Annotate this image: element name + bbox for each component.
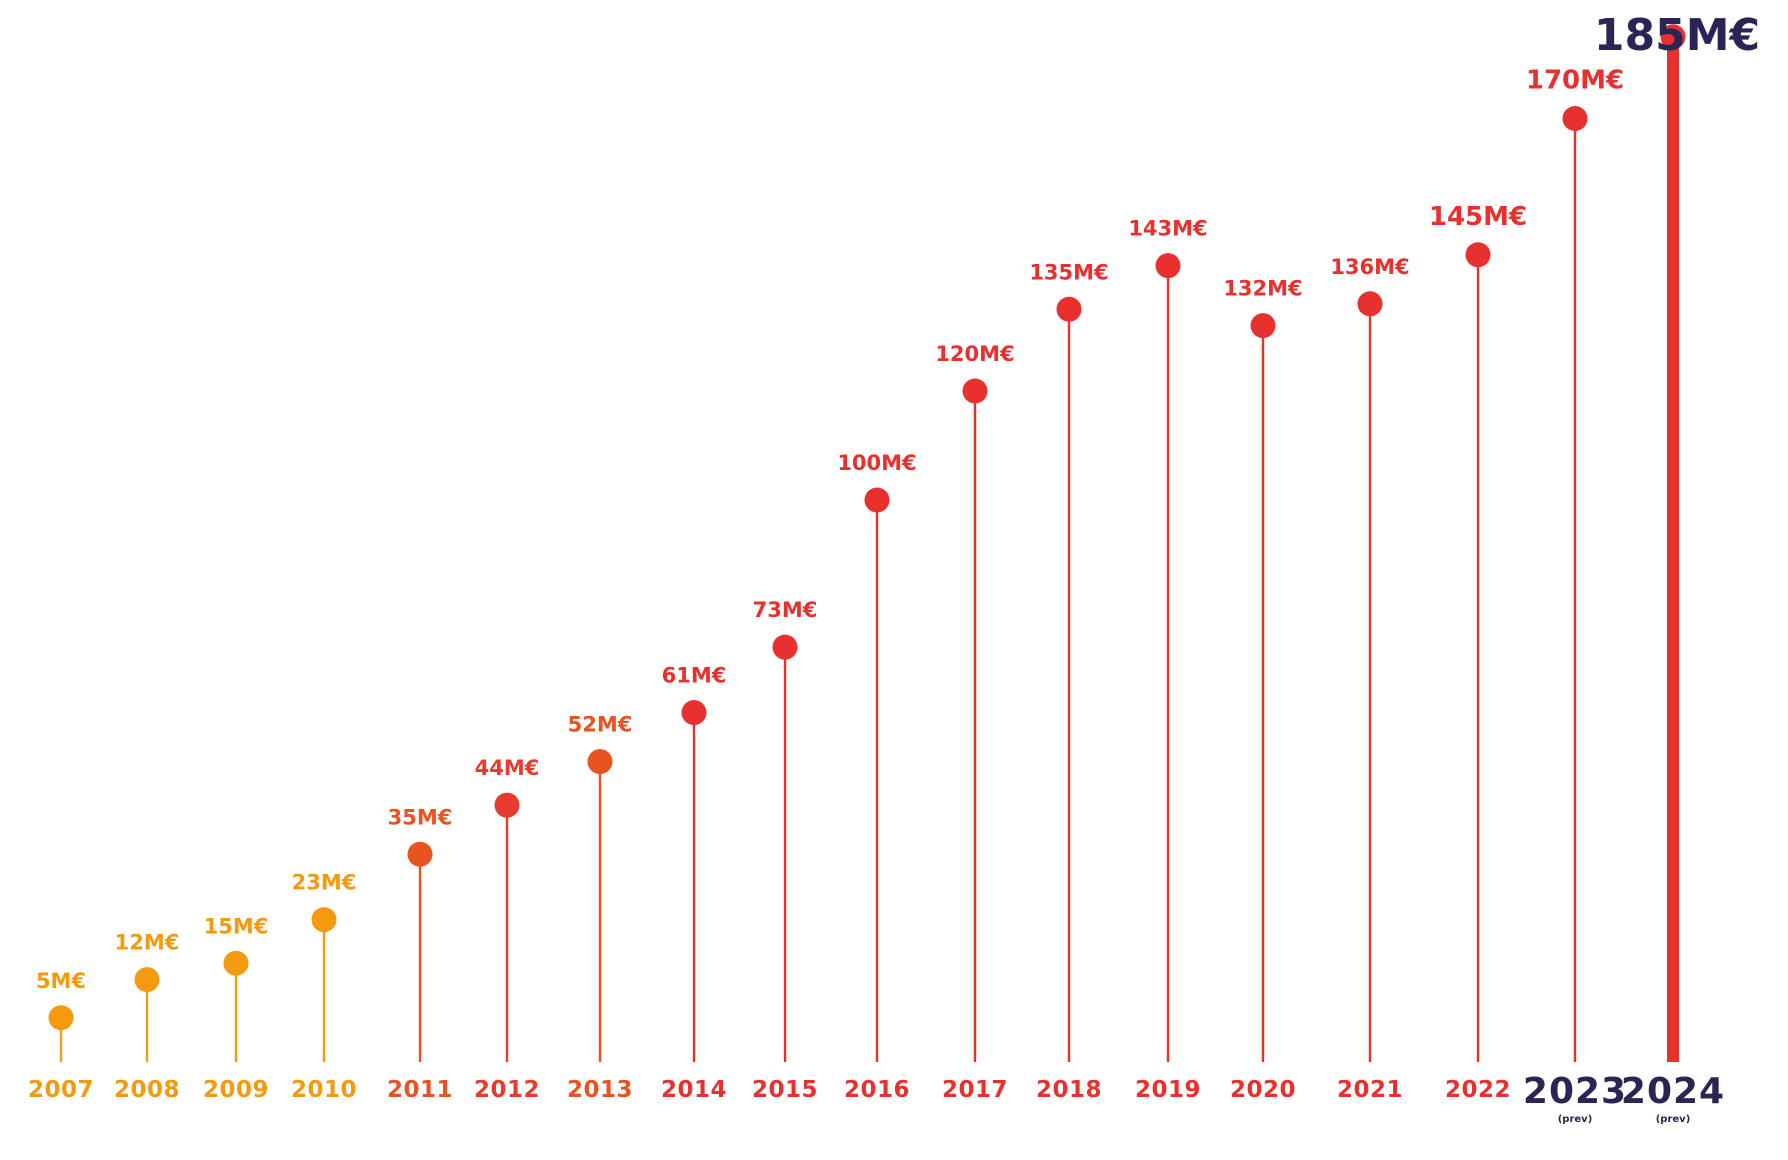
year-label-2010: 2010 [291, 1077, 357, 1103]
dot-2013 [587, 749, 613, 775]
value-label-2015: 73M€ [753, 598, 818, 622]
value-label-2024: 185M€ [1594, 10, 1760, 61]
year-label-2020: 2020 [1230, 1077, 1296, 1103]
value-label-2019: 143M€ [1128, 217, 1207, 241]
dot-2007 [48, 1005, 74, 1031]
year-label-2008: 2008 [114, 1077, 180, 1103]
prev-note-2023: (prev) [1558, 1114, 1593, 1125]
dot-2012 [494, 792, 520, 818]
year-label-2013: 2013 [567, 1077, 633, 1103]
value-label-2007: 5M€ [36, 969, 86, 993]
stems-group [59, 36, 1679, 1062]
dot-2016 [864, 487, 890, 513]
dot-2010 [311, 907, 337, 933]
year-label-2023: 2023 [1523, 1071, 1627, 1112]
year-label-2017: 2017 [942, 1077, 1008, 1103]
dot-2008 [134, 967, 160, 993]
value-label-2021: 136M€ [1330, 255, 1409, 279]
year-labels-group: 2007 2008 2009 2010 2011 2012 2013 2014 2015 2016… [28, 1071, 1725, 1125]
year-label-2024: 2024 [1621, 1071, 1725, 1112]
dot-2024 [1660, 24, 1686, 50]
dot-2020 [1250, 313, 1276, 339]
value-label-2010: 23M€ [292, 871, 357, 895]
dot-2021 [1357, 291, 1383, 317]
value-label-2023: 170M€ [1526, 66, 1624, 96]
year-label-2021: 2021 [1337, 1077, 1403, 1103]
dot-2011 [407, 841, 433, 867]
value-label-2013: 52M€ [568, 713, 633, 737]
dot-2015 [772, 634, 798, 660]
dot-2023 [1562, 106, 1588, 131]
dot-2017 [962, 378, 988, 404]
value-label-2020: 132M€ [1223, 277, 1302, 301]
year-label-2007: 2007 [28, 1077, 94, 1103]
value-label-2022: 145M€ [1429, 202, 1527, 232]
year-label-2019: 2019 [1135, 1077, 1201, 1103]
dot-2018 [1056, 296, 1082, 322]
dot-2009 [223, 950, 249, 976]
value-label-2017: 120M€ [935, 342, 1014, 366]
value-label-2008: 12M€ [115, 931, 180, 955]
year-label-2009: 2009 [203, 1077, 269, 1103]
value-label-2012: 44M€ [475, 756, 540, 780]
value-label-2016: 100M€ [837, 451, 916, 475]
year-label-2022: 2022 [1445, 1077, 1511, 1103]
dots-group [48, 24, 1686, 1031]
dot-2022 [1465, 242, 1491, 268]
value-label-2009: 15M€ [204, 914, 269, 938]
value-label-2018: 135M€ [1029, 260, 1108, 284]
year-label-2016: 2016 [844, 1077, 910, 1103]
dot-2014 [681, 700, 707, 726]
dot-2019 [1155, 253, 1181, 279]
year-label-2012: 2012 [474, 1077, 540, 1103]
year-label-2015: 2015 [752, 1077, 818, 1103]
year-label-2014: 2014 [661, 1077, 727, 1103]
year-label-2011: 2011 [387, 1077, 453, 1103]
prev-note-2024: (prev) [1656, 1114, 1691, 1125]
value-label-2011: 35M€ [388, 805, 453, 829]
value-label-2014: 61M€ [662, 664, 727, 688]
value-labels-group: 5M€ 12M€ 15M€ 23M€ 35M€ 44M€ 52M€ 61M€ 73M€ 100M€… [36, 10, 1760, 993]
year-label-2018: 2018 [1036, 1077, 1102, 1103]
